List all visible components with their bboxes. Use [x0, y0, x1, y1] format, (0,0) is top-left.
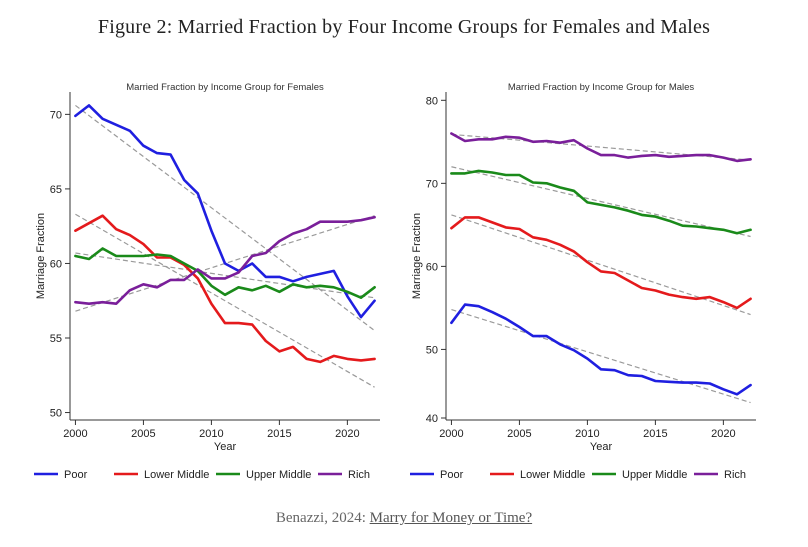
legend-label-upper-middle: Upper Middle [622, 469, 687, 481]
chart-males: Married Fraction by Income Group for Mal… [404, 78, 764, 496]
y-axis-label: Marriage Fraction [35, 213, 47, 299]
series-line-poor [74, 104, 376, 319]
figure-caption: Benazzi, 2024: Marry for Money or Time? [0, 510, 808, 527]
x-axis-label: Year [214, 441, 237, 453]
y-tick-label: 60 [50, 258, 62, 270]
trend-line-upper-middle [75, 252, 375, 299]
caption-link[interactable]: Marry for Money or Time? [369, 510, 533, 526]
x-tick-label: 2020 [711, 428, 735, 440]
legend-label-upper-middle: Upper Middle [246, 469, 311, 481]
series-line-rich [450, 132, 752, 163]
y-tick-label: 60 [426, 261, 438, 273]
x-tick-label: 2015 [643, 428, 667, 440]
trend-line-poor [451, 308, 751, 404]
y-tick-label: 70 [50, 109, 62, 121]
trend-line-poor [75, 104, 375, 332]
y-tick-label: 55 [50, 333, 62, 345]
legend-label-lower-middle: Lower Middle [520, 469, 585, 481]
legend-label-lower-middle: Lower Middle [144, 469, 209, 481]
y-tick-label: 40 [426, 413, 438, 425]
y-tick-label: 80 [426, 95, 438, 107]
trend-line-lower-middle [75, 213, 375, 388]
y-tick-label: 70 [426, 178, 438, 190]
series-line-upper-middle [74, 247, 376, 299]
x-tick-label: 2010 [575, 428, 599, 440]
x-tick-label: 2005 [507, 428, 531, 440]
chart-title: Married Fraction by Income Group for Mal… [508, 82, 695, 93]
y-axis-label: Marriage Fraction [411, 213, 423, 299]
x-tick-label: 2020 [335, 428, 359, 440]
chart-title: Married Fraction by Income Group for Fem… [126, 82, 324, 93]
chart-females: Married Fraction by Income Group for Fem… [28, 78, 388, 496]
x-tick-label: 2010 [199, 428, 223, 440]
legend-label-poor: Poor [440, 469, 464, 481]
x-axis-label: Year [590, 441, 613, 453]
legend-label-rich: Rich [724, 469, 746, 481]
chart-svg-males: Married Fraction by Income Group for Mal… [410, 82, 756, 481]
trend-line-lower-middle [451, 214, 751, 316]
y-tick-label: 50 [50, 408, 62, 420]
caption-source: Benazzi, 2024: [275, 510, 370, 526]
legend-label-poor: Poor [64, 469, 88, 481]
x-tick-label: 2000 [63, 428, 87, 440]
legend-label-rich: Rich [348, 469, 370, 481]
x-tick-label: 2000 [439, 428, 463, 440]
y-tick-label: 50 [426, 344, 438, 356]
figure-title: Figure 2: Married Fraction by Four Incom… [97, 16, 711, 38]
series-line-poor [450, 303, 752, 396]
series-line-lower-middle [74, 214, 376, 364]
x-tick-label: 2005 [131, 428, 155, 440]
series-line-rich [74, 215, 376, 305]
trend-line-upper-middle [451, 166, 751, 238]
series-line-lower-middle [450, 216, 752, 310]
chart-svg-females: Married Fraction by Income Group for Fem… [34, 82, 380, 481]
series-line-upper-middle [450, 169, 752, 235]
y-tick-label: 65 [50, 184, 62, 196]
x-tick-label: 2015 [267, 428, 291, 440]
